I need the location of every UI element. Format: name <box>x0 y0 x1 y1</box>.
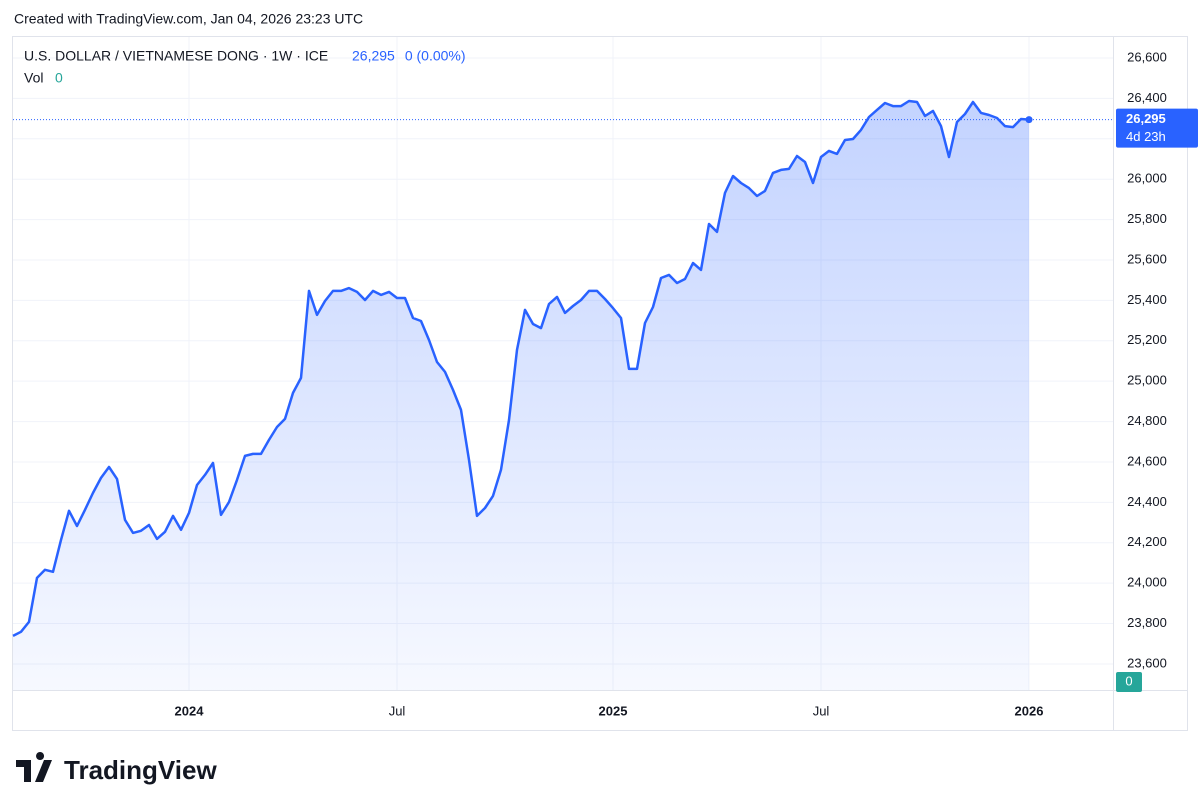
axes: 23,600 23,800 24,000 24,200 24,400 24,600 24,8… <box>175 49 1198 718</box>
last-point <box>1025 116 1033 124</box>
y-tick-label: 26,400 <box>1127 90 1167 105</box>
y-tick-label: 23,800 <box>1127 615 1167 630</box>
chart-frame <box>12 36 1188 731</box>
y-tick-label: 24,400 <box>1127 494 1167 509</box>
logo-mark <box>16 752 52 782</box>
y-tick-label: 25,200 <box>1127 332 1167 347</box>
x-tick-label: 2025 <box>599 703 628 718</box>
last-price-label: 26,295 <box>1126 111 1166 126</box>
volume-axis-label: 0 <box>1125 673 1132 688</box>
y-tick-label: 25,000 <box>1127 373 1167 388</box>
y-tick-label: 26,600 <box>1127 49 1167 64</box>
plot <box>12 99 1113 690</box>
x-tick-label: 2024 <box>175 703 205 718</box>
y-tick-label: 25,600 <box>1127 251 1167 266</box>
y-tick-label: 24,000 <box>1127 575 1167 590</box>
y-tick-label: 25,800 <box>1127 211 1167 226</box>
last-price-box <box>1116 108 1198 148</box>
volume-box <box>1116 672 1142 692</box>
countdown-label: 4d 23h <box>1126 129 1166 144</box>
y-tick-label: 24,800 <box>1127 413 1167 428</box>
logo-text: TradingView <box>64 755 217 785</box>
y-tick-label: 25,400 <box>1127 292 1167 307</box>
y-tick-label: 23,600 <box>1127 655 1167 670</box>
volume-label: Vol <box>24 70 43 86</box>
symbol-title: U.S. DOLLAR / VIETNAMESE DONG · 1W · ICE <box>24 48 328 64</box>
y-tick-label: 24,600 <box>1127 453 1167 468</box>
area-fill <box>13 101 1029 690</box>
volume-value: 0 <box>55 70 63 86</box>
logo: TradingView <box>16 752 217 785</box>
header-change: 0 (0.00%) <box>405 48 466 64</box>
x-tick-label: 2026 <box>1015 703 1044 718</box>
y-tick-label: 26,000 <box>1127 171 1167 186</box>
x-tick-label: Jul <box>389 703 406 718</box>
credit: Created with TradingView.com, Jan 04, 20… <box>14 11 363 27</box>
x-tick-label: Jul <box>813 703 830 718</box>
header-price: 26,295 <box>352 48 395 64</box>
y-tick-label: 24,200 <box>1127 534 1167 549</box>
price-line <box>12 99 1030 638</box>
